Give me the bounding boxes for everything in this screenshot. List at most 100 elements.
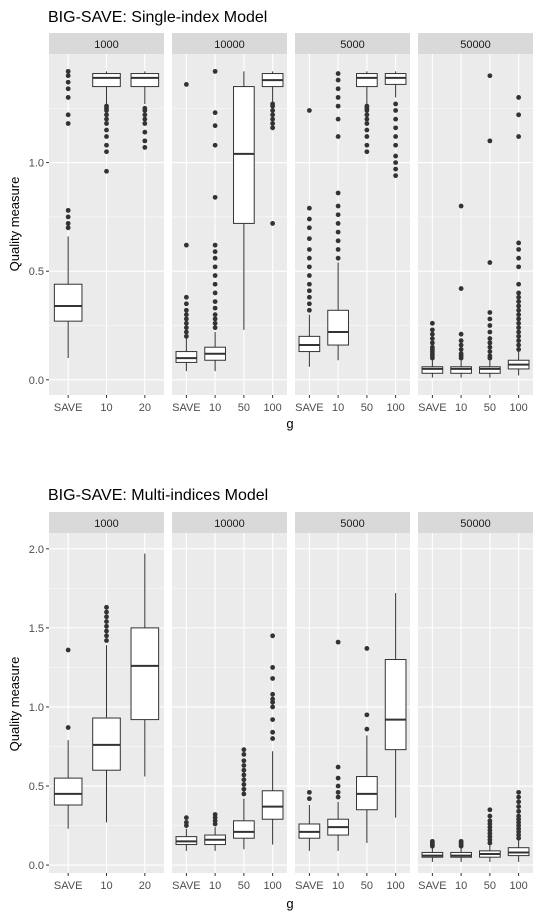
box-iqr — [384, 73, 407, 85]
boxplot-box — [356, 646, 378, 843]
outlier-point — [487, 353, 493, 359]
boxplot-box — [298, 789, 321, 851]
outlier-point — [65, 112, 71, 118]
outlier-point — [212, 142, 218, 148]
outlier-point — [487, 316, 493, 322]
outlier-point — [458, 203, 464, 209]
x-tick-label: 20 — [139, 880, 151, 892]
boxplot-box — [421, 320, 444, 378]
x-tick-label: 10 — [332, 880, 344, 892]
x-axis-title: g — [286, 416, 293, 431]
boxplot-box — [327, 639, 349, 851]
facet-panel: 10000 SAVE 10 50 100 — [172, 512, 287, 892]
y-axis-title: Quality measure — [7, 657, 22, 752]
outlier-point — [212, 812, 218, 817]
outlier-point — [183, 325, 189, 331]
outlier-point — [104, 127, 109, 133]
outlier-point — [335, 775, 341, 781]
outlier-point — [183, 312, 189, 318]
x-tick-label: 50 — [361, 880, 373, 892]
boxplot-box — [175, 815, 198, 851]
y-tick-label: 0.5 — [29, 781, 44, 793]
outlier-point — [212, 110, 218, 116]
outlier-point — [65, 86, 71, 92]
outlier-point — [104, 134, 109, 139]
outlier-point — [516, 281, 522, 287]
y-tick-label: 1.0 — [29, 702, 44, 714]
x-tick-label: SAVE — [54, 880, 83, 892]
boxplot-box — [507, 95, 530, 376]
outlier-point — [393, 125, 399, 131]
outlier-point — [306, 108, 312, 113]
outlier-point — [142, 138, 148, 144]
facet-strip — [295, 512, 410, 533]
outlier-point — [516, 329, 522, 335]
outlier-point — [335, 71, 341, 76]
outlier-point — [104, 149, 109, 155]
outlier-point — [183, 819, 189, 825]
outlier-point — [241, 772, 247, 778]
outlier-point — [241, 763, 247, 768]
outlier-point — [335, 221, 341, 226]
outlier-point — [270, 125, 276, 131]
boxplot-box — [233, 747, 255, 850]
outlier-point — [516, 320, 522, 326]
x-tick-label: 10 — [455, 880, 467, 892]
outlier-point — [516, 312, 522, 318]
facet-strip — [172, 512, 287, 533]
facet-strip — [295, 33, 410, 54]
outlier-point — [270, 221, 276, 226]
outlier-point — [104, 609, 109, 615]
outlier-point — [212, 320, 218, 326]
outlier-point — [306, 247, 312, 252]
outlier-point — [183, 242, 189, 248]
outlier-point — [65, 73, 71, 79]
x-tick-label: 50 — [484, 880, 496, 892]
x-tick-label: 10 — [100, 402, 112, 414]
facet-panel: 1000 SAVE 10 20 — [49, 33, 164, 414]
facet-strip — [49, 33, 164, 54]
boxplot-box — [450, 203, 472, 378]
outlier-point — [104, 142, 109, 148]
outlier-point — [104, 112, 109, 118]
boxplot-box — [261, 633, 284, 845]
outlier-point — [183, 333, 189, 339]
outlier-point — [306, 307, 312, 313]
x-tick-label: SAVE — [54, 402, 83, 414]
chart-single-index: BIG-SAVE: Single-index Model g Quality m… — [7, 9, 533, 431]
outlier-point — [270, 665, 276, 670]
outlier-point — [183, 329, 189, 335]
outlier-point — [516, 134, 522, 139]
outlier-point — [364, 112, 370, 118]
x-tick-label: 100 — [386, 402, 404, 414]
outlier-point — [183, 301, 189, 307]
outlier-point — [364, 121, 370, 126]
outlier-point — [212, 299, 218, 305]
chart-title: BIG-SAVE: Single-index Model — [48, 9, 267, 26]
outlier-point — [516, 813, 522, 819]
facet-strip-label: 50000 — [460, 518, 491, 530]
outlier-point — [393, 153, 399, 159]
outlier-point — [212, 312, 218, 318]
outlier-point — [516, 338, 522, 344]
outlier-point — [487, 349, 493, 354]
outlier-point — [487, 340, 493, 346]
outlier-point — [516, 255, 522, 261]
outlier-point — [306, 273, 312, 278]
outlier-point — [270, 736, 276, 741]
x-tick-label: SAVE — [295, 402, 324, 414]
outlier-point — [335, 212, 341, 218]
outlier-point — [335, 639, 341, 645]
outlier-point — [306, 216, 312, 222]
facet-panel: 50000 SAVE 10 50 100 — [418, 512, 533, 892]
outlier-point — [516, 247, 522, 252]
y-tick-label: 1.5 — [29, 623, 44, 635]
outlier-point — [104, 638, 109, 643]
outlier-point — [487, 323, 493, 328]
outlier-point — [364, 646, 370, 651]
boxplot-box — [204, 68, 226, 372]
outlier-point — [335, 190, 341, 196]
outlier-point — [487, 807, 493, 813]
outlier-point — [306, 255, 312, 261]
